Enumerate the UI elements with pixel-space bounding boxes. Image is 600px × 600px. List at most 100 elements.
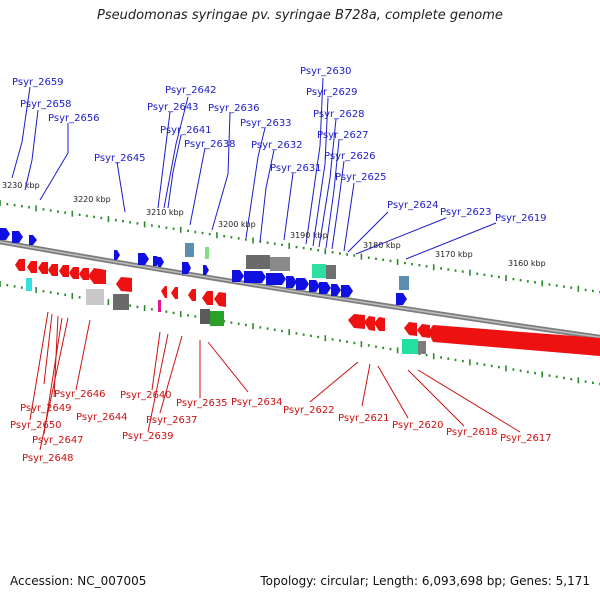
gene-arrow[interactable]	[266, 273, 286, 285]
gene-arrow[interactable]	[417, 324, 430, 338]
gene-arrow[interactable]	[188, 289, 196, 301]
gene-arrow[interactable]	[29, 235, 37, 245]
gene-label-reverse[interactable]: Psyr_2621	[338, 413, 390, 424]
gene-label-forward[interactable]: Psyr_2658	[20, 99, 72, 110]
gene-label-reverse[interactable]: Psyr_2649	[20, 403, 72, 414]
feature-box[interactable]	[312, 264, 326, 278]
gene-arrow[interactable]	[114, 250, 120, 260]
feature-box[interactable]	[205, 247, 209, 259]
gene-arrow[interactable]	[38, 262, 48, 274]
minor-tick	[346, 340, 348, 343]
minor-tick	[404, 261, 406, 265]
gene-label-reverse[interactable]: Psyr_2617	[500, 433, 552, 444]
gene-label-forward[interactable]: Psyr_2643	[147, 102, 199, 113]
gene-arrow[interactable]	[341, 285, 353, 297]
gene-label-forward[interactable]: Psyr_2632	[251, 140, 303, 151]
minor-tick	[498, 275, 500, 279]
gene-label-reverse[interactable]: Psyr_2637	[146, 415, 198, 426]
gene-arrow[interactable]	[396, 293, 407, 305]
gene-label-reverse[interactable]: Psyr_2639	[122, 431, 174, 442]
gene-arrow[interactable]	[27, 261, 37, 273]
gene-label-forward[interactable]: Psyr_2636	[208, 103, 260, 114]
gene-arrow[interactable]	[296, 278, 309, 290]
gene-label-forward[interactable]: Psyr_2656	[48, 113, 100, 124]
gene-label-forward[interactable]: Psyr_2623	[440, 207, 492, 218]
gene-arrow[interactable]	[202, 291, 213, 305]
gene-label-forward[interactable]: Psyr_2626	[324, 151, 376, 162]
gene-label-forward[interactable]: Psyr_2645	[94, 153, 146, 164]
feature-box[interactable]	[185, 243, 194, 257]
gene-label-forward[interactable]: Psyr_2633	[240, 118, 292, 129]
feature-box[interactable]	[113, 294, 129, 310]
gene-label-forward[interactable]: Psyr_2624	[387, 200, 439, 211]
gene-label-reverse[interactable]: Psyr_2648	[22, 453, 74, 464]
gene-label-forward[interactable]: Psyr_2619	[495, 213, 547, 224]
gene-arrow[interactable]	[232, 270, 244, 282]
gene-arrow[interactable]	[244, 271, 266, 283]
gene-label-forward[interactable]: Psyr_2642	[165, 85, 217, 96]
minor-tick	[375, 257, 377, 260]
feature-box[interactable]	[418, 341, 426, 354]
gene-label-forward[interactable]: Psyr_2625	[335, 172, 387, 183]
minor-tick	[64, 211, 67, 214]
kbp-label: 3200 kbp	[218, 220, 256, 229]
gene-arrow[interactable]	[374, 317, 385, 331]
gene-arrow[interactable]	[161, 286, 167, 298]
gene-label-reverse[interactable]: Psyr_2618	[446, 427, 498, 438]
gene-label-forward[interactable]: Psyr_2631	[270, 163, 322, 174]
gene-label-forward[interactable]: Psyr_2638	[184, 139, 236, 150]
gene-label-reverse[interactable]: Psyr_2640	[120, 390, 172, 401]
gene-arrow[interactable]	[286, 276, 297, 288]
feature-box[interactable]	[270, 257, 290, 271]
gene-label-forward[interactable]: Psyr_2627	[317, 130, 369, 141]
gene-arrow[interactable]	[214, 292, 226, 307]
gene-arrow[interactable]	[331, 284, 341, 296]
major-tick	[35, 205, 37, 212]
feature-box[interactable]	[402, 339, 418, 354]
feature-box[interactable]	[158, 300, 161, 312]
gene-arrow[interactable]	[309, 280, 320, 292]
gene-arrow[interactable]	[404, 322, 417, 336]
gene-label-reverse[interactable]: Psyr_2650	[10, 420, 62, 431]
gene-label-reverse[interactable]: Psyr_2634	[231, 397, 283, 408]
gene-arrow[interactable]	[69, 267, 79, 279]
gene-label-forward[interactable]: Psyr_2630	[300, 66, 352, 77]
gene-label-reverse[interactable]: Psyr_2620	[392, 420, 444, 431]
minor-tick	[28, 206, 30, 209]
gene-label-forward[interactable]: Psyr_2629	[306, 87, 358, 98]
gene-arrow[interactable]	[319, 282, 331, 294]
feature-box[interactable]	[246, 255, 270, 269]
feature-box[interactable]	[210, 311, 224, 326]
gene-arrow[interactable]	[48, 264, 58, 276]
gene-arrow[interactable]	[348, 314, 365, 329]
gene-label-reverse[interactable]: Psyr_2647	[32, 435, 84, 446]
gene-arrow[interactable]	[79, 268, 89, 280]
feature-box[interactable]	[86, 289, 104, 305]
feature-box[interactable]	[326, 265, 336, 279]
gene-arrow[interactable]	[203, 265, 209, 275]
gene-label-forward[interactable]: Psyr_2628	[313, 109, 365, 120]
gene-label-reverse[interactable]: Psyr_2635	[176, 398, 228, 409]
gene-arrow[interactable]	[116, 277, 132, 292]
minor-tick	[317, 335, 320, 339]
gene-arrow[interactable]	[0, 228, 10, 240]
gene-label-forward[interactable]: Psyr_2641	[160, 125, 212, 136]
gene-label-reverse[interactable]: Psyr_2622	[283, 405, 335, 416]
gene-arrow[interactable]	[182, 262, 191, 274]
gene-arrow[interactable]	[364, 316, 375, 331]
gene-arrow[interactable]	[88, 268, 106, 284]
gene-arrow[interactable]	[158, 257, 164, 267]
gene-label-reverse[interactable]: Psyr_2646	[54, 389, 106, 400]
forward-label-connectors	[11, 77, 497, 260]
feature-box[interactable]	[200, 309, 210, 324]
gene-arrow[interactable]	[138, 253, 149, 265]
gene-arrow[interactable]	[59, 265, 69, 277]
gene-arrow[interactable]	[15, 259, 25, 271]
gene-label-reverse[interactable]: Psyr_2644	[76, 412, 128, 423]
feature-box[interactable]	[26, 278, 32, 291]
gene-arrow[interactable]	[171, 287, 178, 299]
gene-arrow[interactable]	[12, 231, 23, 243]
gene-arrow[interactable]	[428, 325, 600, 356]
gene-label-forward[interactable]: Psyr_2659	[12, 77, 64, 88]
feature-box[interactable]	[399, 276, 409, 290]
